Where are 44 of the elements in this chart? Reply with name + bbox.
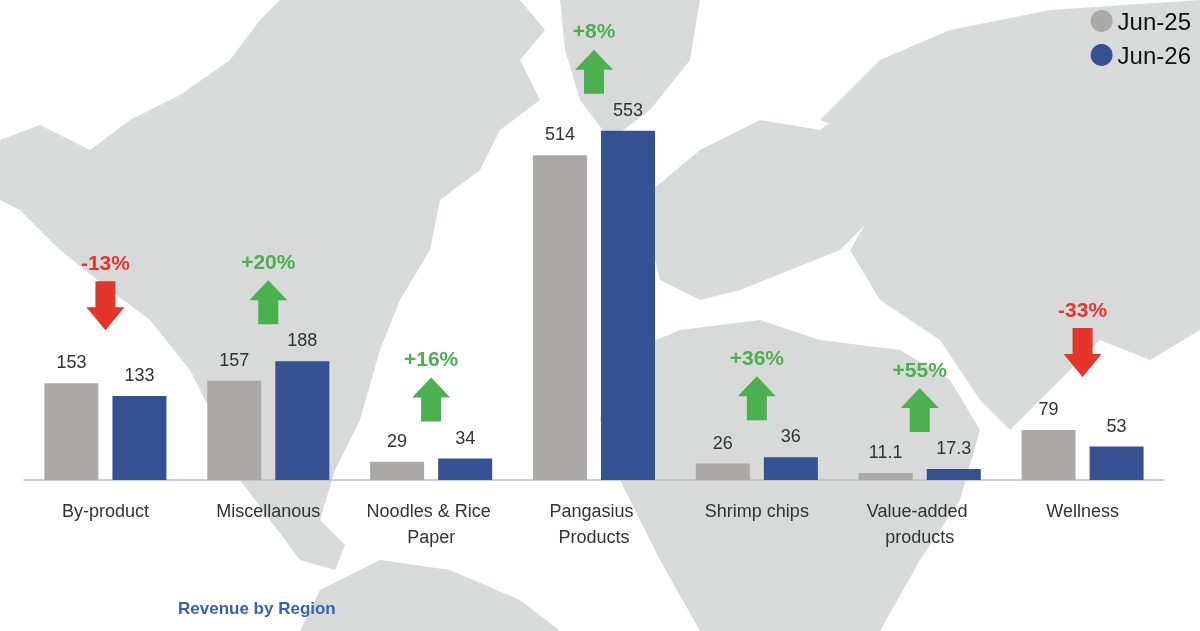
bar <box>858 472 913 480</box>
bar <box>275 361 330 480</box>
annotation: -13% <box>80 250 131 274</box>
bar <box>1089 446 1144 480</box>
x-tick-label: Pangasius Products <box>549 501 639 547</box>
legend-label: Jun-25 <box>1117 7 1192 35</box>
annotation: +55% <box>892 357 948 381</box>
bar <box>695 463 750 480</box>
x-tick-label: Noodles & Rice Paper <box>366 501 496 547</box>
data-label: 29 <box>387 430 408 451</box>
annotation: +36% <box>729 345 785 369</box>
x-tick-label: Wellness <box>1046 501 1119 521</box>
annotation: -33% <box>1058 297 1108 321</box>
bar <box>370 461 425 480</box>
data-label: 34 <box>455 427 476 448</box>
data-label: 553 <box>613 99 644 120</box>
data-label: 79 <box>1038 399 1059 420</box>
data-label: 53 <box>1106 415 1127 436</box>
x-tick-label: Shrimp chips <box>704 501 809 521</box>
annotation: +8% <box>572 19 616 43</box>
data-label: 514 <box>544 124 575 145</box>
bar <box>207 380 262 480</box>
data-label: 26 <box>712 432 733 453</box>
bar <box>926 469 981 480</box>
bar <box>438 458 493 480</box>
data-label: 36 <box>780 426 801 447</box>
bar <box>763 457 818 480</box>
x-tick-label: Value-added products <box>866 501 973 547</box>
data-label: 153 <box>56 352 87 373</box>
data-label: 188 <box>287 330 318 351</box>
bar <box>112 396 167 480</box>
data-label: 157 <box>219 349 250 370</box>
bar <box>44 383 99 480</box>
legend-label: Jun-26 <box>1117 41 1192 69</box>
annotation: +16% <box>403 347 459 371</box>
data-label: 133 <box>124 365 155 385</box>
text: Revenue by Region <box>178 599 336 618</box>
data-label: 17.3 <box>936 438 972 459</box>
x-tick-label: By-product <box>61 501 149 521</box>
data-label: 11.1 <box>868 441 903 462</box>
bar <box>532 155 587 480</box>
x-tick-label: Miscellanous <box>216 501 321 521</box>
bar <box>1021 430 1076 480</box>
annotation: +20% <box>241 249 296 273</box>
